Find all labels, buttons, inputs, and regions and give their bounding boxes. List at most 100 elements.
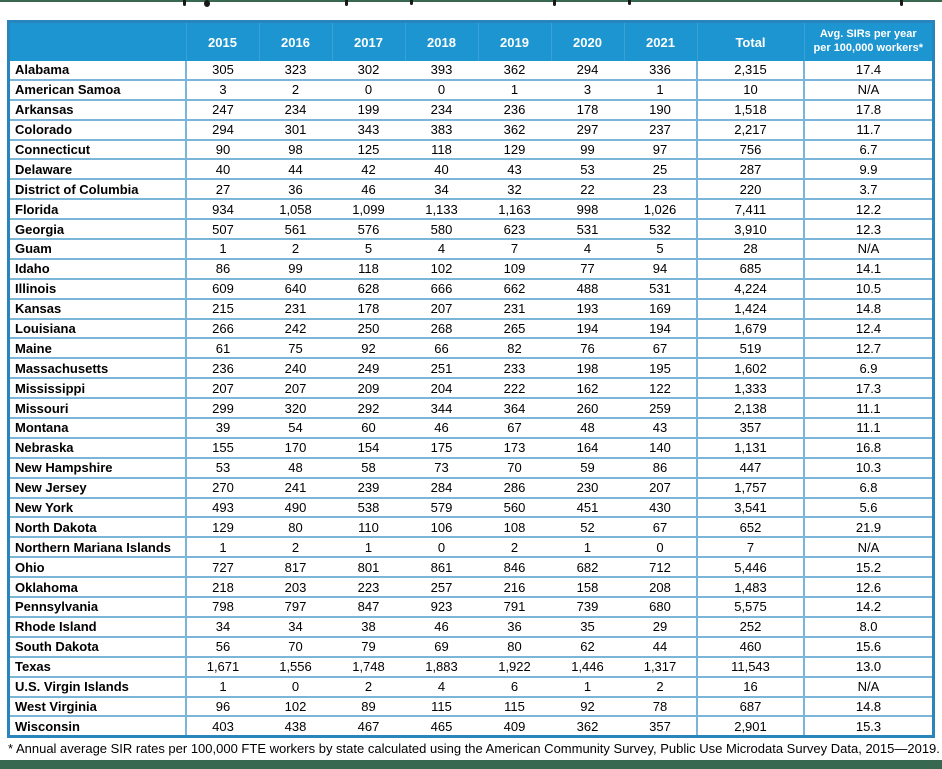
col-header-2021: 2021 bbox=[623, 23, 697, 61]
year-value-cell: 110 bbox=[332, 517, 405, 539]
year-value-cell: 362 bbox=[551, 716, 624, 736]
year-value-cell: 4 bbox=[551, 239, 624, 260]
year-value-cell: 430 bbox=[624, 497, 697, 519]
year-value-cell: 393 bbox=[405, 61, 478, 81]
total-cell: 252 bbox=[696, 616, 805, 638]
year-value-cell: 507 bbox=[186, 219, 259, 241]
year-value-cell: 108 bbox=[478, 517, 551, 539]
avg-rate-cell: 12.4 bbox=[804, 318, 932, 340]
year-value-cell: 40 bbox=[405, 159, 478, 181]
year-value-cell: 1,058 bbox=[259, 199, 332, 221]
total-cell: 7,411 bbox=[696, 199, 805, 221]
state-name-cell: New Jersey bbox=[10, 477, 187, 499]
year-value-cell: 241 bbox=[259, 477, 332, 499]
table-row: Wisconsin 403 438 467 465 409 362 357 2,901 15.3 bbox=[10, 716, 932, 736]
year-value-cell: 207 bbox=[186, 378, 259, 400]
year-value-cell: 239 bbox=[332, 477, 405, 499]
state-name-cell: Idaho bbox=[10, 258, 187, 280]
avg-rate-cell: N/A bbox=[804, 676, 932, 698]
year-value-cell: 292 bbox=[332, 398, 405, 420]
year-value-cell: 1,748 bbox=[332, 656, 405, 678]
table-row: North Dakota 129 80 110 106 108 52 67 652 21.9 bbox=[10, 517, 932, 539]
year-value-cell: 86 bbox=[624, 457, 697, 479]
year-value-cell: 209 bbox=[332, 378, 405, 400]
total-cell: 1,518 bbox=[696, 99, 805, 121]
avg-rate-cell: 6.7 bbox=[804, 139, 932, 161]
col-header-2017: 2017 bbox=[331, 23, 405, 61]
year-value-cell: 76 bbox=[551, 338, 624, 360]
year-value-cell: 640 bbox=[259, 278, 332, 300]
year-value-cell: 36 bbox=[478, 616, 551, 638]
avg-rate-cell: 14.2 bbox=[804, 597, 932, 618]
year-value-cell: 240 bbox=[259, 358, 332, 380]
year-value-cell: 67 bbox=[478, 418, 551, 439]
cropped-glyph-fragment bbox=[900, 0, 903, 6]
year-value-cell: 1,671 bbox=[186, 656, 259, 678]
avg-rate-cell: 12.6 bbox=[804, 577, 932, 599]
cropped-glyph-fragment bbox=[183, 0, 186, 6]
avg-rate-cell: 15.3 bbox=[804, 716, 932, 736]
year-value-cell: 38 bbox=[332, 616, 405, 638]
year-value-cell: 75 bbox=[259, 338, 332, 360]
year-value-cell: 203 bbox=[259, 577, 332, 599]
year-value-cell: 222 bbox=[478, 378, 551, 400]
year-value-cell: 305 bbox=[186, 61, 259, 81]
year-value-cell: 0 bbox=[405, 537, 478, 559]
cropped-glyph-fragment bbox=[204, 0, 210, 7]
table-row: New York 493 490 538 579 560 451 430 3,541 5.6 bbox=[10, 497, 932, 519]
table-row: Rhode Island 34 34 38 46 36 35 29 252 8.0 bbox=[10, 616, 932, 638]
cropped-glyph-fragment bbox=[553, 0, 556, 6]
total-cell: 2,315 bbox=[696, 61, 805, 81]
year-value-cell: 4 bbox=[405, 239, 478, 260]
year-value-cell: 82 bbox=[478, 338, 551, 360]
year-value-cell: 27 bbox=[186, 179, 259, 201]
table-row: Connecticut 90 98 125 118 129 99 97 756 6.7 bbox=[10, 139, 932, 161]
year-value-cell: 44 bbox=[259, 159, 332, 181]
state-name-cell: New Hampshire bbox=[10, 457, 187, 479]
table-row: South Dakota 56 70 79 69 80 62 44 460 15.6 bbox=[10, 636, 932, 658]
year-value-cell: 231 bbox=[478, 298, 551, 320]
year-value-cell: 52 bbox=[551, 517, 624, 539]
year-value-cell: 297 bbox=[551, 119, 624, 141]
total-cell: 1,483 bbox=[696, 577, 805, 599]
year-value-cell: 1,163 bbox=[478, 199, 551, 221]
state-name-cell: Delaware bbox=[10, 159, 187, 181]
year-value-cell: 847 bbox=[332, 597, 405, 618]
year-value-cell: 190 bbox=[624, 99, 697, 121]
year-value-cell: 96 bbox=[186, 696, 259, 718]
year-value-cell: 666 bbox=[405, 278, 478, 300]
state-name-cell: Montana bbox=[10, 418, 187, 439]
state-name-cell: American Samoa bbox=[10, 79, 187, 101]
avg-rate-cell: 14.8 bbox=[804, 298, 932, 320]
year-value-cell: 29 bbox=[624, 616, 697, 638]
year-value-cell: 86 bbox=[186, 258, 259, 280]
table-row: Oklahoma 218 203 223 257 216 158 208 1,483 12.6 bbox=[10, 577, 932, 599]
state-name-cell: Illinois bbox=[10, 278, 187, 300]
year-value-cell: 249 bbox=[332, 358, 405, 380]
state-name-cell: Oklahoma bbox=[10, 577, 187, 599]
state-name-cell: Maine bbox=[10, 338, 187, 360]
year-value-cell: 409 bbox=[478, 716, 551, 736]
year-value-cell: 561 bbox=[259, 219, 332, 241]
avg-rate-cell: 11.7 bbox=[804, 119, 932, 141]
year-value-cell: 118 bbox=[332, 258, 405, 280]
year-value-cell: 2 bbox=[624, 676, 697, 698]
year-value-cell: 43 bbox=[478, 159, 551, 181]
table-row: Florida 934 1,058 1,099 1,133 1,163 998 1,026 7,… bbox=[10, 199, 932, 221]
total-cell: 460 bbox=[696, 636, 805, 658]
avg-rate-cell: 21.9 bbox=[804, 517, 932, 539]
year-value-cell: 236 bbox=[186, 358, 259, 380]
year-value-cell: 299 bbox=[186, 398, 259, 420]
total-cell: 2,217 bbox=[696, 119, 805, 141]
year-value-cell: 234 bbox=[405, 99, 478, 121]
year-value-cell: 934 bbox=[186, 199, 259, 221]
state-name-cell: Rhode Island bbox=[10, 616, 187, 638]
year-value-cell: 727 bbox=[186, 557, 259, 579]
year-value-cell: 1 bbox=[478, 79, 551, 101]
total-cell: 687 bbox=[696, 696, 805, 718]
sir-by-state-table: 2015 2016 2017 2018 2019 2020 2021 Total Avg. SI… bbox=[10, 23, 932, 736]
year-value-cell: 34 bbox=[186, 616, 259, 638]
year-value-cell: 266 bbox=[186, 318, 259, 340]
avg-rate-cell: 15.2 bbox=[804, 557, 932, 579]
year-value-cell: 5 bbox=[332, 239, 405, 260]
